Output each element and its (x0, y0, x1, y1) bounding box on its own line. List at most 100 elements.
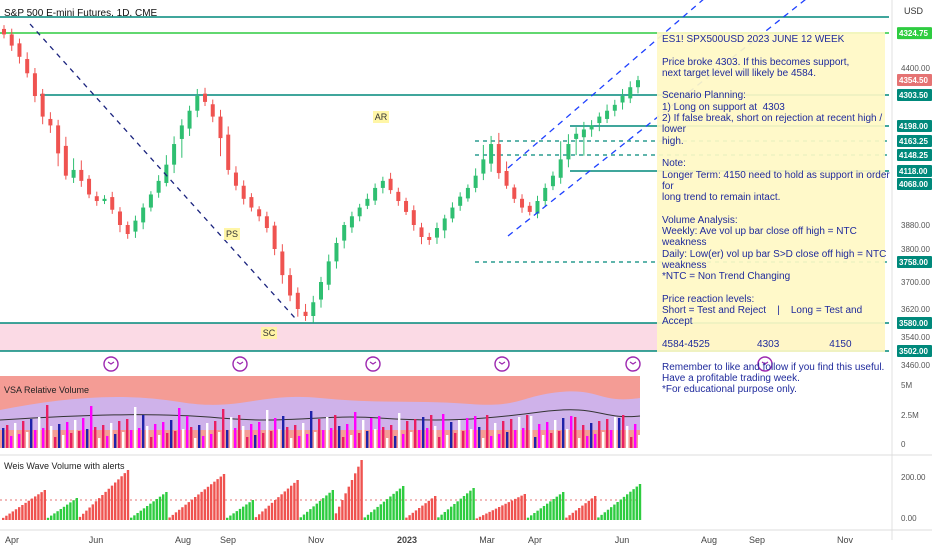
vsa-volume-bar (122, 432, 125, 448)
weis-volume-bar (146, 506, 149, 520)
weis-volume-bar (408, 515, 411, 520)
price-badge-bg (897, 89, 932, 101)
price-badge-bg (897, 317, 932, 329)
weis-volume-bar (293, 482, 296, 520)
vsa-tick-label: 5M (901, 381, 912, 390)
vsa-volume-bar (426, 428, 429, 448)
vsa-volume-bar (570, 416, 573, 448)
weis-volume-bar (133, 515, 136, 520)
vsa-volume-bar (102, 425, 105, 448)
weis-volume-bar (251, 500, 254, 520)
weis-volume-bar (62, 506, 66, 520)
event-marker-arrow (761, 361, 769, 365)
vsa-volume-bar (186, 416, 189, 448)
weis-volume-bar (88, 507, 91, 520)
weis-volume-bar (395, 491, 398, 520)
vsa-volume-bar (286, 427, 289, 448)
vsa-volume-bar (410, 432, 413, 448)
price-badge-label: 4068.00 (899, 180, 928, 189)
candle-body (32, 73, 37, 97)
weis-volume-bar (107, 488, 110, 520)
weis-volume-bar (421, 505, 424, 520)
weis-volume-bar (261, 511, 264, 520)
vsa-volume-bar (578, 438, 581, 448)
vsa-volume-bar (550, 433, 553, 448)
weis-volume-bar (210, 484, 213, 520)
weis-volume-bar (120, 476, 123, 520)
vsa-volume-bar (290, 438, 293, 448)
weis-volume-bar (549, 501, 552, 520)
weis-volume-bar (590, 498, 594, 520)
vsa-volume-bar (442, 414, 445, 448)
weis-volume-bar (344, 493, 347, 520)
candle-body (419, 227, 424, 237)
weis-volume-bar (280, 494, 283, 520)
candle-body (295, 292, 300, 309)
candle-body (442, 218, 447, 231)
weis-volume-bar (139, 510, 142, 520)
price-badge-label: 3758.00 (899, 258, 928, 267)
candle-body (87, 178, 92, 195)
candle-body (203, 93, 208, 102)
vsa-volume-bar (454, 433, 457, 448)
vsa-tick-label: 0 (901, 440, 906, 449)
weis-volume-bar (350, 480, 354, 520)
vsa-volume-bar (462, 431, 465, 448)
weis-volume-bar (510, 500, 514, 520)
weis-volume-bar (171, 514, 174, 520)
vsa-volume-bar (158, 435, 161, 448)
weis-volume-bar (574, 510, 578, 520)
candle-body (512, 187, 517, 199)
weis-volume-bar (402, 486, 405, 520)
weis-volume-bar (174, 512, 178, 520)
weis-volume-bar (482, 515, 485, 520)
weis-volume-bar (530, 515, 533, 520)
candle-body (272, 225, 277, 249)
vsa-volume-bar (106, 436, 109, 448)
vsa-volume-bar (614, 417, 617, 448)
weis-tick-label: 200.00 (901, 473, 926, 482)
vsa-volume-bar (110, 423, 113, 448)
candle-body (79, 169, 84, 181)
candle-body (94, 196, 99, 202)
candle-body (581, 129, 586, 138)
event-marker-icon (365, 356, 381, 372)
weis-volume-bar (514, 498, 517, 520)
weis-volume-bar (206, 486, 210, 520)
weis-volume-bar (386, 499, 389, 520)
weis-volume-bar (283, 491, 286, 520)
weis-volume-bar (430, 498, 434, 520)
candle-body (396, 191, 401, 202)
vsa-volume-bar (506, 432, 509, 448)
weis-volume-bar (354, 473, 357, 520)
weis-volume-bar (82, 513, 85, 520)
candle-body (357, 207, 362, 217)
vsa-volume-bar (490, 436, 493, 448)
vsa-volume-bar (386, 438, 389, 448)
vsa-band (0, 391, 640, 430)
weis-volume-bar (91, 504, 94, 520)
chart-title: S&P 500 E-mini Futures, 1D, CME (4, 8, 158, 19)
weis-volume-bar (277, 497, 280, 520)
event-marker-icon (625, 356, 641, 372)
candle-body (164, 164, 169, 183)
candle-body (40, 93, 45, 117)
weis-volume-bar (30, 498, 34, 520)
vsa-volume-bar (594, 434, 597, 448)
candle-body (48, 118, 53, 126)
vsa-volume-bar (22, 421, 25, 448)
vsa-volume-bar (154, 424, 157, 448)
weis-volume-bar (581, 505, 584, 520)
candle-body (288, 275, 293, 296)
weis-volume-bar (328, 492, 331, 520)
candle-body (148, 194, 153, 208)
weis-volume-bar (434, 496, 437, 520)
time-tick-label: Jun (615, 535, 630, 545)
price-badge-label: 4324.75 (899, 29, 928, 38)
weis-volume-bar (504, 503, 507, 520)
downtrend-line (29, 23, 296, 319)
candle-body (2, 28, 6, 35)
time-tick-label: 2023 (397, 535, 417, 545)
weis-volume-bar (270, 502, 274, 520)
vsa-volume-bar (70, 433, 73, 448)
